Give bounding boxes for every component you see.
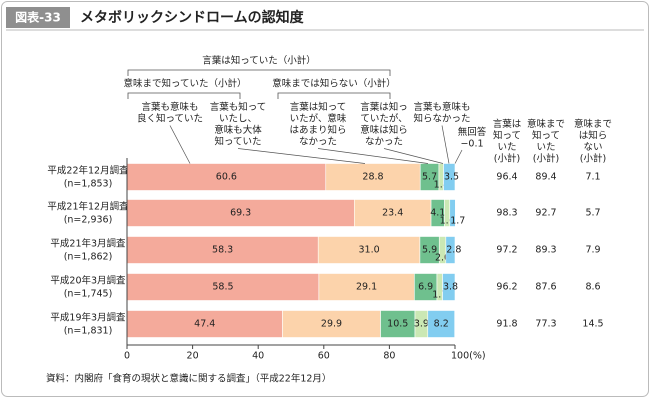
category-label: 平成20年3月調査	[50, 275, 126, 287]
n-label: (n=1,862)	[64, 252, 113, 263]
leader-line	[454, 149, 463, 164]
value-label: 3.5	[444, 172, 459, 183]
chart-title: メタボリックシンドロームの認知度	[80, 9, 305, 26]
x-tick-label: 80	[383, 351, 395, 362]
bar-segment	[445, 236, 456, 264]
x-tick-label: 40	[252, 351, 264, 362]
table-cell: 8.6	[585, 282, 600, 293]
table-cell: 7.9	[585, 245, 600, 256]
bracket	[127, 69, 391, 76]
n-label: (n=1,745)	[64, 289, 113, 300]
value-label: 58.5	[212, 282, 233, 293]
bar-segment	[449, 199, 456, 227]
value-label: 5.9	[422, 245, 437, 256]
table-header: 言葉は知っていた(小計)	[493, 118, 522, 165]
table-cell: 92.7	[535, 208, 556, 219]
header-label: 図表-33	[15, 10, 61, 25]
category-label: 平成19年3月調査	[50, 312, 126, 324]
source: 資料：内閣府「食育の現状と意識に関する調査」（平成22年12月）	[46, 373, 331, 385]
bracket-label: 言葉は知っていた（小計）	[202, 55, 316, 67]
category-label: 平成21年12月調査	[47, 201, 129, 213]
leader-line	[237, 148, 366, 164]
leader-line	[441, 125, 450, 164]
value-label: 8.2	[434, 319, 449, 330]
table-cell: 87.6	[535, 282, 556, 293]
value-label: 6.9	[418, 282, 433, 293]
value-label: 10.5	[387, 319, 408, 330]
category-label: 平成21年3月調査	[50, 238, 126, 250]
header-label-box	[6, 7, 70, 28]
legend-label: 言葉は知っていたが、意味はあまり知らなかった	[289, 101, 346, 148]
n-label: (n=2,936)	[64, 215, 113, 226]
table-cell: 97.2	[496, 245, 517, 256]
x-tick-label: 60	[318, 351, 330, 362]
value-label: 5.7	[422, 172, 437, 183]
category-label: 平成22年12月調査	[47, 165, 129, 177]
value-label: 4.1	[430, 208, 445, 219]
table-cell: 7.1	[585, 172, 600, 183]
value-label: 23.4	[382, 208, 403, 219]
table-cell: 5.7	[585, 208, 600, 219]
bar-segment	[427, 310, 455, 338]
legend-label: 言葉は知っていたが、意味は知らなかった	[360, 101, 408, 148]
value-label: 2.0	[435, 253, 450, 264]
leader-line	[383, 148, 444, 164]
x-tick-label: 100(%)	[451, 351, 486, 362]
bar-segment	[443, 163, 456, 191]
value-label: 3.9	[414, 319, 429, 330]
table-cell: 89.3	[535, 245, 556, 256]
value-label: 1.4	[434, 180, 449, 191]
table-cell: 14.5	[582, 319, 603, 330]
value-label: 29.1	[356, 282, 377, 293]
bar-segment	[282, 310, 381, 338]
table-cell: 96.4	[496, 172, 517, 183]
value-label: 47.4	[194, 319, 215, 330]
value-label: 28.8	[362, 172, 383, 183]
legend-label: 言葉も知っていたし、意味も大体知っていた	[210, 101, 267, 148]
value-label: 1.6	[440, 216, 455, 227]
table-cell: 91.8	[496, 319, 517, 330]
table-cell: 96.2	[496, 282, 517, 293]
table-cell: 98.3	[496, 208, 517, 219]
table-cell: 89.4	[535, 172, 556, 183]
value-label: 31.0	[358, 245, 379, 256]
bar-segment	[380, 310, 416, 338]
value-label: 69.3	[230, 208, 251, 219]
bracket	[127, 92, 241, 99]
x-tick-label: 20	[187, 351, 199, 362]
bracket-label: 意味まで知っていた（小計）	[123, 78, 246, 90]
value-label: 3.8	[443, 282, 458, 293]
table-header: 意味までは知らない(小計)	[574, 118, 612, 165]
bracket	[277, 92, 391, 99]
bar-segment	[354, 199, 432, 227]
value-label: 58.3	[212, 245, 233, 256]
leader-line	[169, 125, 191, 164]
bar-segment	[126, 163, 327, 191]
bar-segment	[442, 273, 456, 301]
legend-label: 言葉も意味も知らなかった	[413, 101, 470, 125]
x-tick-label: 0	[124, 351, 130, 362]
bracket-label: 意味までは知らない（小計）	[272, 78, 396, 90]
value-label: 1.7	[450, 216, 465, 227]
table-header: 意味まで知っていた(小計)	[527, 118, 565, 165]
n-label: (n=1,831)	[64, 326, 113, 337]
value-label: 2.8	[446, 245, 461, 256]
value-label: 60.6	[216, 172, 237, 183]
value-label: 29.9	[321, 319, 342, 330]
value-label: 1.7	[432, 290, 447, 301]
bar-segment	[318, 273, 415, 301]
n-label: (n=1,853)	[64, 179, 113, 190]
no-answer-label: 無回答−0.1	[458, 126, 487, 150]
table-cell: 77.3	[535, 319, 556, 330]
bar-segment	[126, 236, 319, 264]
leader-line	[317, 148, 429, 164]
legend-label: 言葉も意味も良く知っていた	[137, 101, 203, 125]
